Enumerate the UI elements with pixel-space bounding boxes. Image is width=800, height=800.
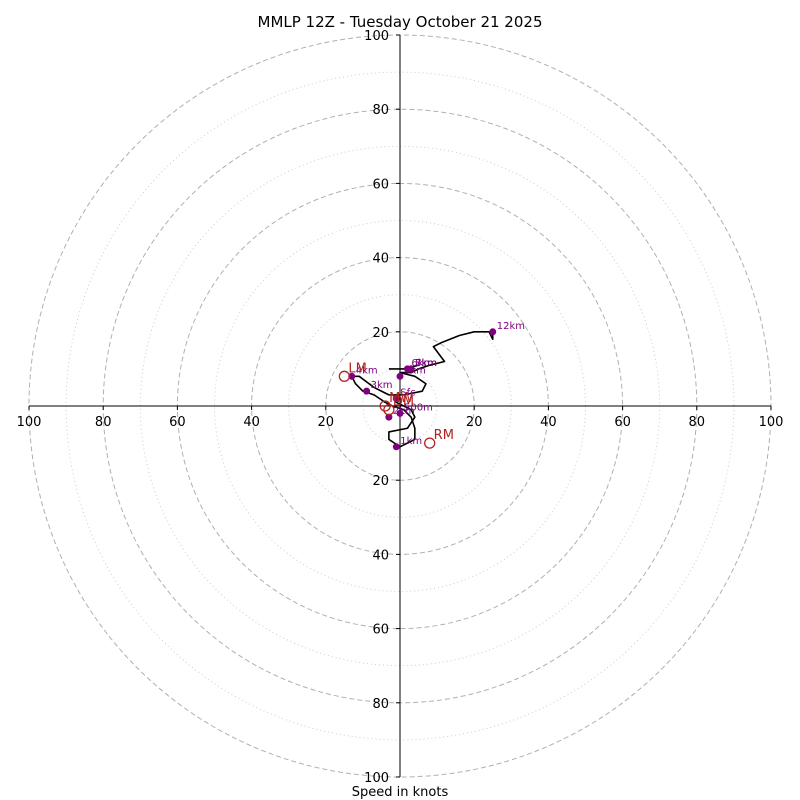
storm-motion-label: MW [389,391,413,406]
x-tick-label: 100 [17,415,42,430]
height-marker-dot [392,395,400,403]
x-tick-label: 80 [689,415,706,430]
storm-motion-marker [338,370,351,382]
height-marker-dot [407,365,415,373]
storm-motion-label: RM [434,428,454,443]
height-marker-label: 500m [404,402,433,413]
storm-motion-marker [424,437,436,449]
x-tick-label: 60 [169,415,186,430]
height-marker-label: 6km [411,358,433,369]
y-tick-label: 20 [372,326,389,341]
height-marker-label: 3km [371,380,393,391]
chart-title: MMLP 12Z - Tuesday October 21 2025 [258,13,543,31]
storm-motion-label: DM [393,395,414,410]
y-tick-label: 40 [372,548,389,563]
storm-motion-marker [383,404,395,416]
height-marker-label: 4km [356,365,378,376]
height-marker-dot [385,413,393,421]
height-marker-dot [489,328,497,336]
height-marker-label: 8km [415,358,437,369]
x-tick-label: 20 [466,415,483,430]
height-marker-dot [396,409,404,417]
x-tick-label: 20 [318,415,335,430]
height-marker-dot [396,372,404,380]
x-tick-label: 40 [540,415,557,430]
x-tick-label: 80 [95,415,112,430]
storm-motion-label: LM [348,361,366,376]
height-marker-label: Sfc [400,388,415,399]
y-tick-label: 60 [372,177,389,192]
y-tick-label: 80 [372,103,389,118]
axes [29,35,771,777]
storm-motion-marker [379,400,391,412]
y-tick-label: 100 [364,29,389,44]
height-marker-label: 7km [415,358,437,369]
x-axis-label: Speed in knots [352,785,449,800]
height-marker-dot [363,387,371,395]
tick-labels: 100 80 60 40 20 20 40 60 80 100 20 40 60 80 100 20 40 60 8… [17,29,784,786]
y-tick-label: 40 [372,252,389,267]
y-tick-label: 80 [372,697,389,712]
x-tick-label: 40 [243,415,260,430]
height-marker-label: 12km [497,321,525,332]
height-marker-label: 2km [393,406,415,417]
height-marker-label: 5km [404,365,426,376]
y-tick-label: 20 [372,474,389,489]
y-tick-label: 100 [364,771,389,786]
x-tick-label: 60 [614,415,631,430]
height-marker-label: 1km [400,436,422,447]
hodograph-trace [350,330,494,448]
x-tick-label: 100 [759,415,784,430]
height-marker-dot [348,372,356,380]
y-tick-label: 60 [372,623,389,638]
height-marker-dot [392,443,400,451]
